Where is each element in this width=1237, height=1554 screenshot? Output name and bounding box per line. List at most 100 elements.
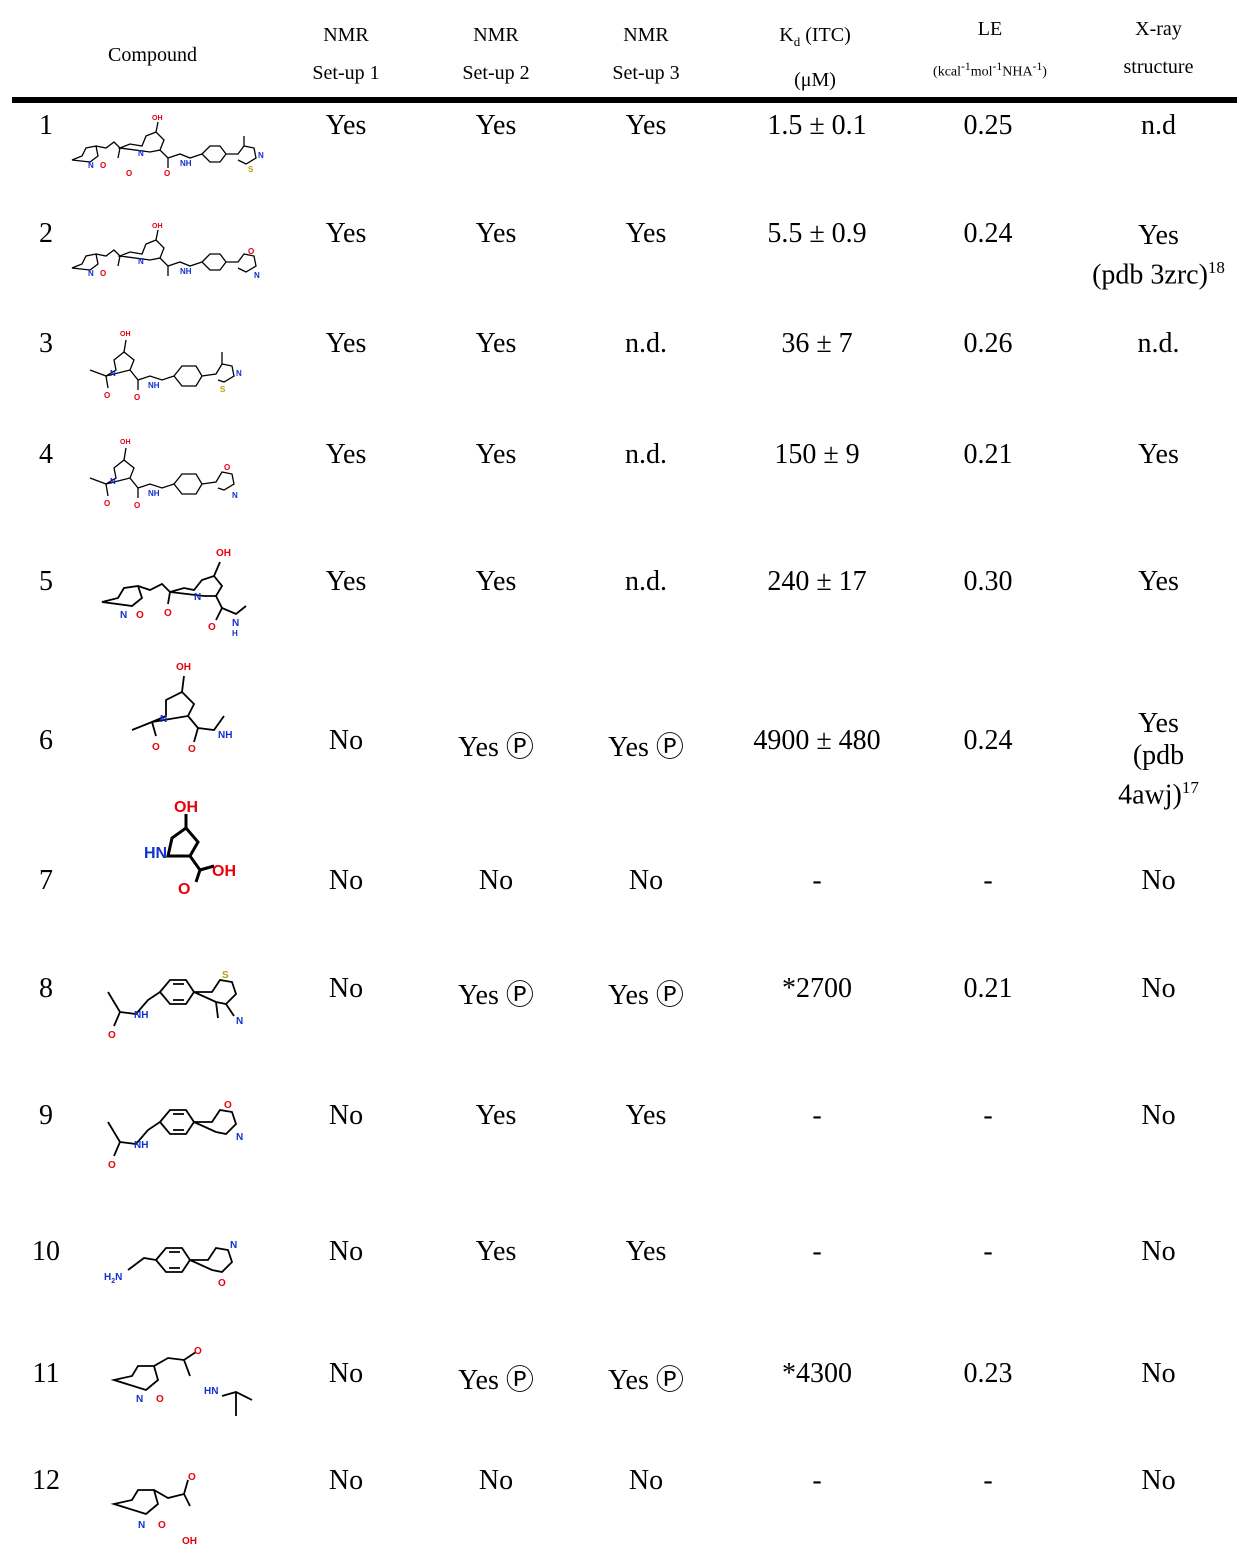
molecule-structure-2: N O OH N NH O N — [71, 223, 260, 280]
atom-o: O — [188, 744, 196, 755]
le-cell: - — [983, 1100, 993, 1131]
atom-oh: OH — [216, 548, 231, 559]
molecule-structure-7: OH HN OH O — [144, 799, 236, 894]
nmr2-cell: Yes — [475, 110, 517, 141]
atom-nh: NH — [180, 159, 192, 168]
nmr1-cell: No — [328, 865, 364, 896]
kd-cell: - — [812, 1100, 822, 1131]
header-xray-line1: X-ray — [1135, 18, 1182, 40]
atom-oh: OH — [182, 1536, 197, 1547]
header-nmr3-line1: NMR — [623, 24, 669, 46]
xray-line: Yes — [1138, 220, 1179, 251]
header-compound: Compound — [108, 44, 197, 66]
atom-n: N — [236, 1016, 243, 1027]
atom-o: O — [218, 1278, 226, 1289]
compound-number: 12 — [32, 1465, 60, 1496]
nmr1-cell: No — [328, 1236, 364, 1267]
header-nmr2-line2: Set-up 2 — [462, 62, 530, 84]
header-kd-line2: (μM) — [794, 69, 836, 91]
atom-o: O — [104, 499, 110, 508]
le-cell: 0.24 — [963, 218, 1013, 249]
atom-hn: HN — [204, 1386, 218, 1397]
nmr2-cell: Yes Ⓟ — [458, 980, 534, 1011]
nmr2-cell: Yes — [475, 1100, 517, 1131]
nmr1-cell: No — [328, 725, 364, 756]
header-nmr1: NMR Set-up 1 — [300, 16, 392, 92]
nmr2-cell: Yes — [475, 218, 517, 249]
atom-o: O — [134, 501, 140, 510]
le-cell: - — [983, 1465, 993, 1496]
xray-cell: No — [1141, 865, 1176, 896]
header-le: LE (kcal-1mol-1NHA-1) — [920, 10, 1060, 92]
nmr2-cell: Yes — [475, 1236, 517, 1267]
atom-n: N — [236, 369, 242, 378]
atom-n: N — [138, 1520, 145, 1531]
kd-cell: *4300 — [782, 1358, 852, 1389]
atom-n: N — [138, 257, 144, 266]
atom-o: O — [248, 247, 254, 256]
header-rule — [12, 97, 1237, 103]
kd-cell: 36 ± 7 — [781, 328, 853, 359]
kd-cell: - — [812, 1236, 822, 1267]
xray-cell: Yes (pdb 3zrc)18 — [1080, 220, 1237, 291]
le-cell: - — [983, 865, 993, 896]
atom-oh: OH — [152, 115, 163, 122]
compound-number: 11 — [32, 1358, 60, 1389]
xray-cell: No — [1141, 1358, 1176, 1389]
nmr2-cell: No — [478, 865, 514, 896]
atom-n: N — [120, 610, 127, 621]
header-nmr3: NMR Set-up 3 — [600, 16, 692, 92]
xray-cell: No — [1141, 973, 1176, 1004]
compound-number: 6 — [39, 725, 53, 756]
atom-n: N — [88, 161, 94, 170]
atom-h: H — [232, 629, 238, 636]
atom-o: O — [224, 463, 230, 472]
molecule-structure-9: NH O O N — [107, 1100, 243, 1171]
nmr3-cell: Yes Ⓟ — [608, 1365, 684, 1396]
atom-o: O — [152, 742, 160, 753]
atom-o: O — [136, 610, 144, 621]
header-le-line2: (kcal-1mol-1NHA-1) — [933, 60, 1047, 80]
nmr3-cell: Yes Ⓟ — [608, 980, 684, 1011]
footnote-ref: 17 — [1181, 778, 1199, 797]
molecule-structure-4: OH N O O NH O N — [89, 439, 238, 510]
nmr1-cell: Yes — [325, 566, 367, 597]
nmr1-cell: No — [328, 973, 364, 1004]
xray-cell: n.d. — [1137, 328, 1180, 359]
atom-n: N — [110, 477, 116, 486]
atom-n: N — [194, 592, 201, 603]
nmr3-cell: Yes — [625, 1100, 667, 1131]
xray-line: Yes — [1138, 708, 1179, 739]
kd-cell: 4900 ± 480 — [753, 725, 881, 756]
le-cell: 0.21 — [963, 973, 1013, 1004]
nmr1-cell: Yes — [325, 218, 367, 249]
header-nmr3-line2: Set-up 3 — [612, 62, 680, 84]
atom-nh: NH — [180, 267, 192, 276]
le-cell: 0.30 — [963, 566, 1013, 597]
atom-o: O — [108, 1030, 116, 1041]
xray-cell: No — [1141, 1465, 1176, 1496]
atom-o: O — [108, 1160, 116, 1171]
le-cell: - — [983, 1236, 993, 1267]
atom-n: N — [88, 269, 94, 278]
atom-o: O — [100, 269, 106, 278]
atom-s: S — [248, 165, 254, 174]
xray-cell: No — [1141, 1236, 1176, 1267]
nmr3-cell: Yes — [625, 110, 667, 141]
header-nmr1-line2: Set-up 1 — [312, 62, 380, 84]
atom-h2n: H2N — [104, 1272, 122, 1285]
atom-s: S — [220, 385, 226, 394]
kd-cell: - — [812, 1465, 822, 1496]
xray-line: (pdb — [1132, 740, 1185, 771]
nmr1-cell: Yes — [325, 439, 367, 470]
atom-hn: HN — [144, 845, 167, 862]
atom-n: N — [254, 271, 260, 280]
compound-number: 2 — [39, 218, 53, 249]
atom-o: O — [208, 622, 216, 633]
xray-cell: No — [1141, 1100, 1176, 1131]
nmr2-cell: Yes Ⓟ — [458, 1365, 534, 1396]
atom-nh: NH — [148, 381, 160, 390]
le-cell: 0.26 — [963, 328, 1013, 359]
molecule-structure-12: N O O OH — [110, 1472, 197, 1547]
le-cell: 0.25 — [963, 110, 1013, 141]
